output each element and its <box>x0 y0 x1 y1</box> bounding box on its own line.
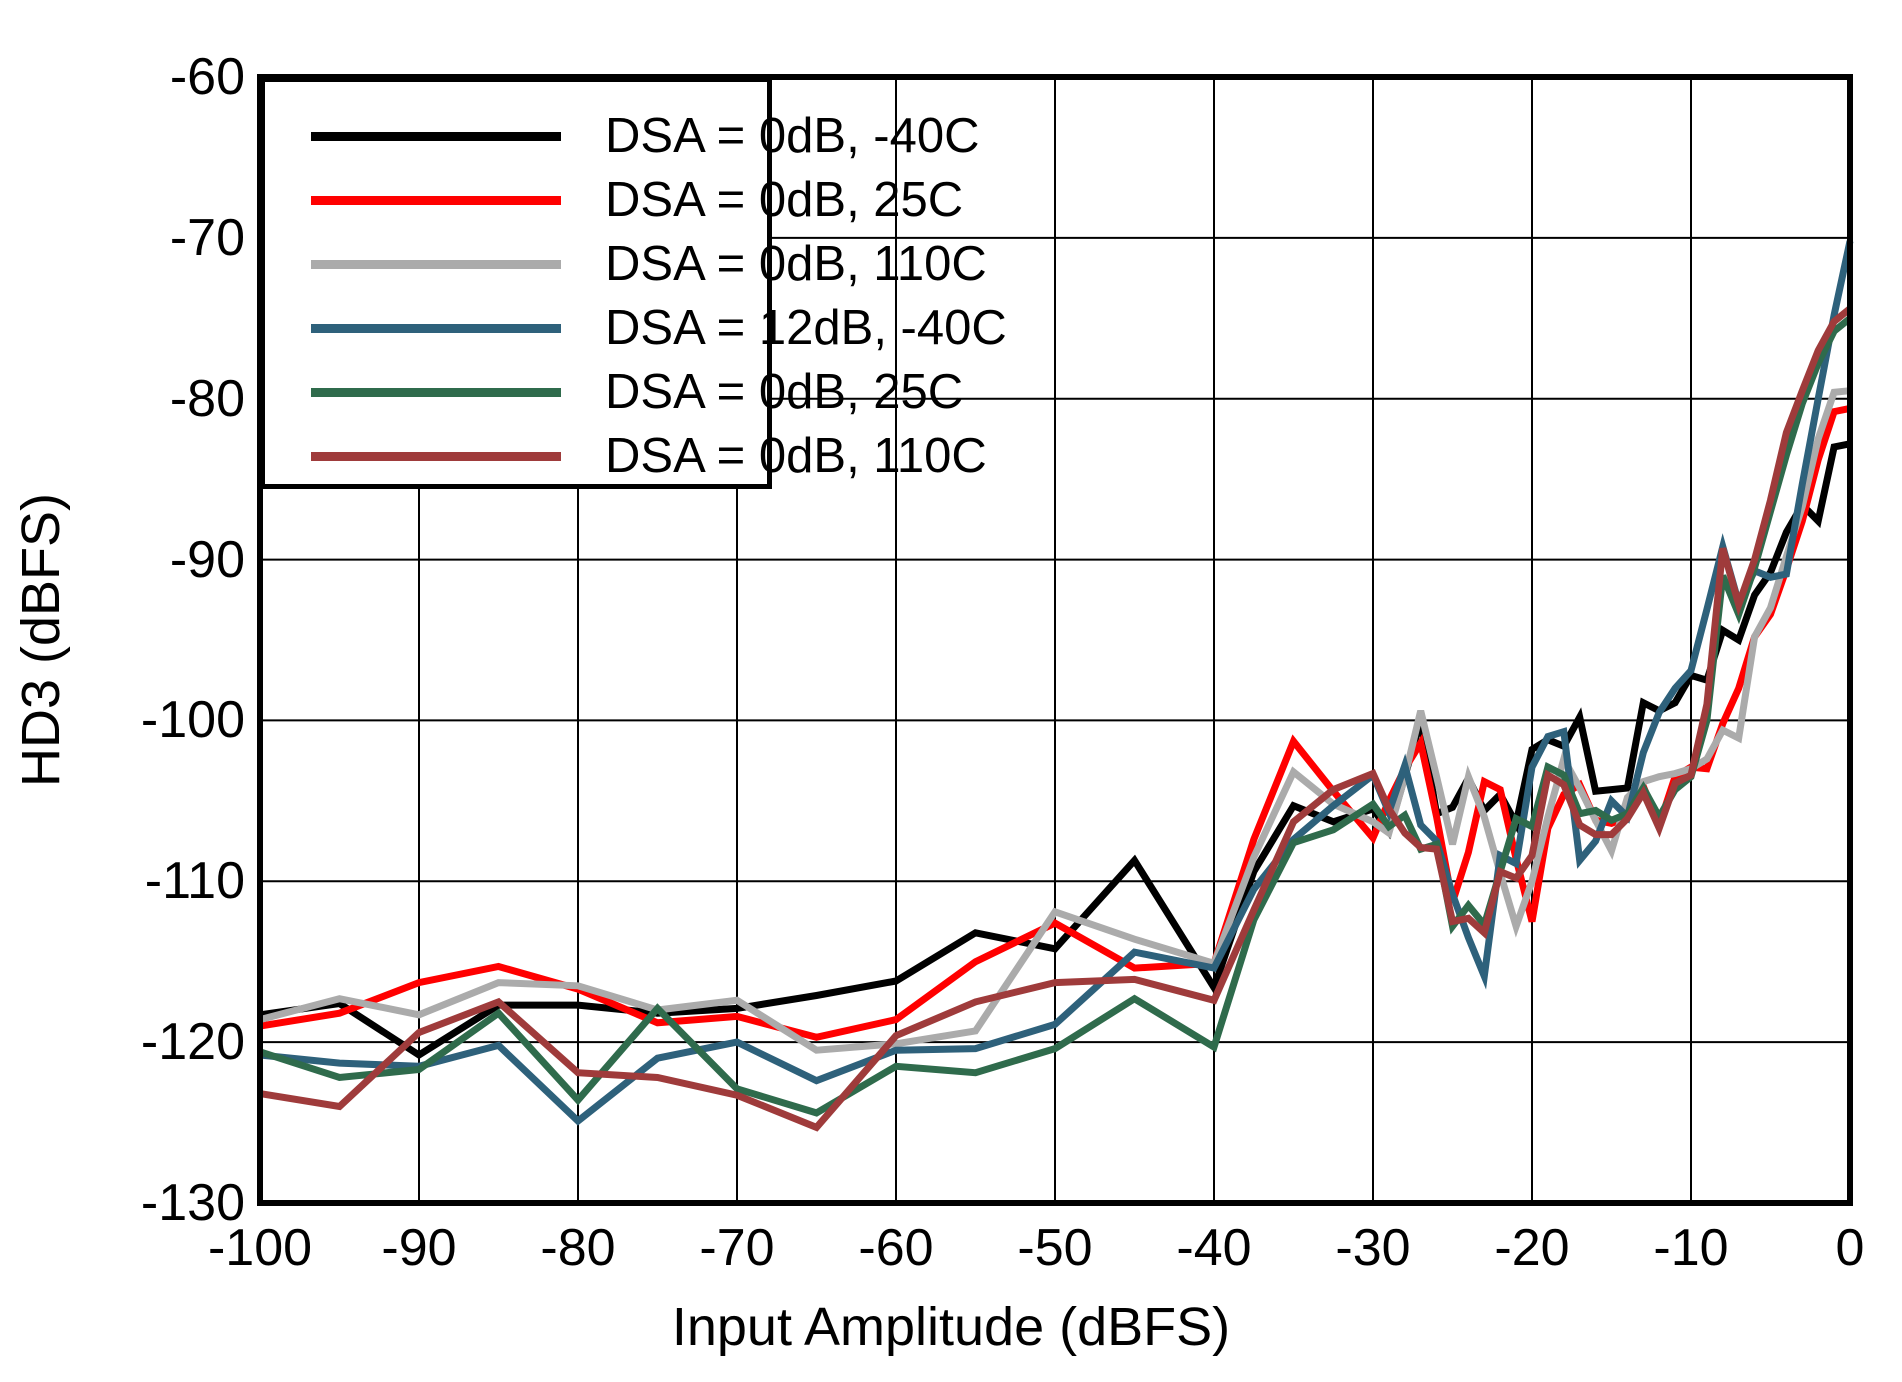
x-tick-label: -40 <box>1176 1219 1252 1277</box>
x-tick-label: -70 <box>699 1219 775 1277</box>
legend-line-swatch <box>311 323 561 333</box>
legend-item: DSA = 0dB, 25C <box>265 168 963 232</box>
legend-line-swatch <box>311 259 561 269</box>
series-line-5 <box>259 305 1853 1132</box>
x-tick-label: 0 <box>1835 1219 1865 1277</box>
legend-item: DSA = 0dB, -40C <box>265 104 980 168</box>
legend-item: DSA = 0dB, 110C <box>265 232 987 296</box>
x-tick-label: -20 <box>1494 1219 1570 1277</box>
legend-rows: DSA = 0dB, -40C DSA = 0dB, 25C DSA = 0dB, … <box>265 82 1007 488</box>
y-tick-label: -60 <box>169 48 245 106</box>
x-tick-label: -60 <box>858 1219 934 1277</box>
x-tick-label: -90 <box>381 1219 457 1277</box>
series-line-2 <box>259 387 1851 1054</box>
x-tick-label: -80 <box>540 1219 616 1277</box>
series-line-1 <box>259 404 1851 1041</box>
legend-item-label: DSA = 0dB, -40C <box>605 109 980 163</box>
legend-item: DSA = 12dB, -40C <box>265 296 1007 360</box>
y-tick-label: -100 <box>140 691 245 750</box>
legend-item-label: DSA = 0dB, 110C <box>605 237 987 291</box>
legend-line-swatch <box>311 387 561 397</box>
plot-border <box>257 74 1853 1206</box>
y-tick-label: -130 <box>140 1174 245 1232</box>
legend-line-swatch <box>311 195 561 205</box>
x-tick-label: -50 <box>1017 1219 1093 1277</box>
y-tick-label: -90 <box>169 530 245 589</box>
legend-item: DSA = 0dB, 110C <box>265 424 987 488</box>
legend-item: DSA = 0dB, 25C <box>265 360 963 424</box>
legend-item-label: DSA = 12dB, -40C <box>605 301 1007 355</box>
y-tick-label: -110 <box>144 852 245 911</box>
legend: DSA = 0dB, -40C DSA = 0dB, 25C DSA = 0dB, … <box>260 77 1007 489</box>
legend-line-swatch <box>311 131 561 141</box>
x-tick-label: -10 <box>1653 1219 1729 1277</box>
y-tick-label: -120 <box>140 1013 245 1072</box>
legend-line-swatch <box>311 451 561 461</box>
legend-item-label: DSA = 0dB, 25C <box>605 173 964 227</box>
legend-item-label: DSA = 0dB, 25C <box>605 365 964 419</box>
legend-item-label: DSA = 0dB, 110C <box>605 429 987 483</box>
y-tick-label: -70 <box>169 208 245 267</box>
x-axis-title: Input Amplitude (dBFS) <box>671 1297 1231 1357</box>
y-tick-label: -80 <box>169 369 245 428</box>
x-tick-label: -100 <box>207 1219 313 1277</box>
y-axis-title: HD3 (dBFS) <box>11 492 71 788</box>
x-tick-label: -30 <box>1335 1219 1411 1277</box>
